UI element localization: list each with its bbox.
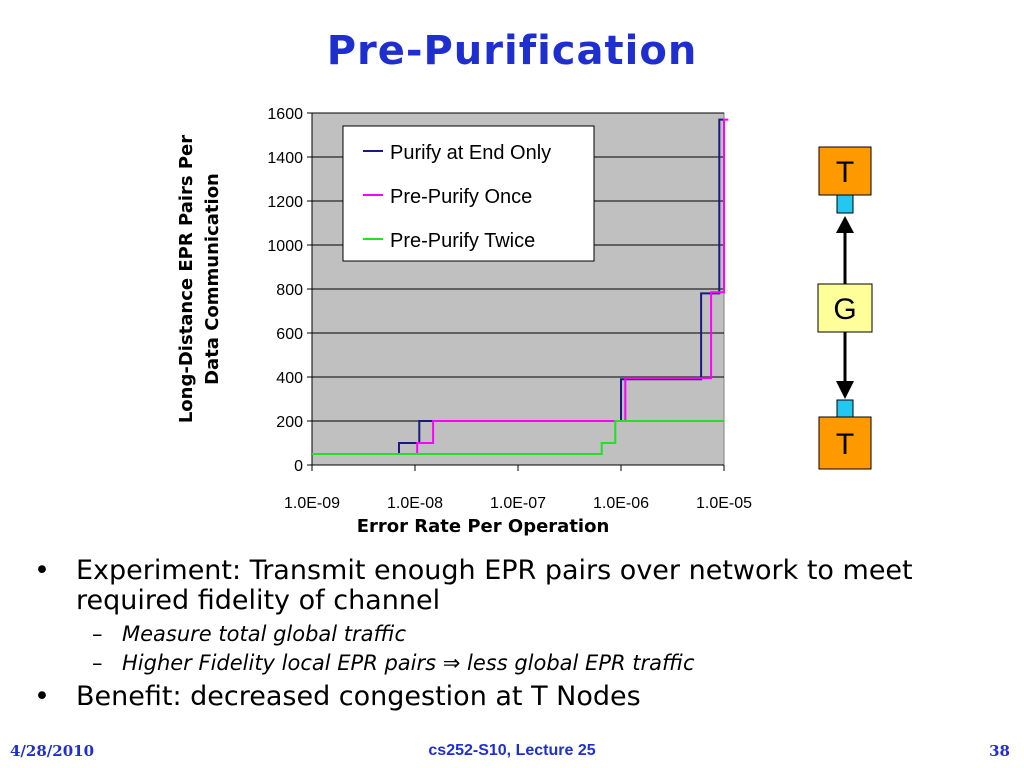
y-tick-label: 800 [276, 282, 303, 299]
x-axis-title: Error Rate Per Operation [357, 516, 610, 537]
bullet-1: • Experiment: Transmit enough EPR pairs … [30, 556, 1010, 616]
arrow-down-head [836, 381, 854, 399]
footer-date: 4/28/2010 [10, 742, 95, 760]
y-tick-label: 600 [276, 326, 303, 343]
x-tick-label: 1.0E-08 [387, 495, 443, 512]
bottom-port [836, 399, 854, 418]
bottom-t-node [818, 416, 872, 470]
y-tick-label: 1200 [267, 194, 303, 211]
topology-diagram: T G T [817, 146, 873, 470]
y-tick-label: 1600 [267, 106, 303, 123]
x-tick-label: 1.0E-06 [593, 495, 649, 512]
sub-bullet-2: – Higher Fidelity local EPR pairs ⇒ less… [30, 649, 1010, 678]
bullet-2: • Benefit: decreased congestion at T Nod… [30, 682, 1010, 712]
sub-bullet-1-text: Measure total global traffic [122, 622, 407, 646]
y-tick-label: 200 [276, 414, 303, 431]
series-line [312, 118, 729, 455]
series-line [312, 420, 724, 455]
y-axis-title: Long-Distance EPR Pairs Per [176, 135, 197, 423]
sub-bullet-1: – Measure total global traffic [30, 620, 1010, 649]
y-tick-label: 1000 [267, 238, 303, 255]
bottom-t-node-label: T [836, 428, 854, 461]
top-t-node [818, 146, 872, 196]
y-axis-title: Data Communication [202, 173, 223, 385]
x-tick-label: 1.0E-07 [490, 495, 546, 512]
x-tick-label: 1.0E-09 [284, 495, 340, 512]
legend-box [342, 125, 595, 262]
sub-bullet-dash: – [92, 622, 103, 646]
bullet-2-text: Benefit: decreased congestion at T Nodes [76, 681, 641, 712]
slide-title: Pre-Purification [326, 28, 698, 74]
series-line [312, 118, 724, 455]
bullet-1-text: Experiment: Transmit enough EPR pairs ov… [76, 555, 913, 616]
bullet-dot: • [34, 681, 50, 712]
legend-label: Pre-Purify Once [390, 186, 532, 208]
x-tick-label: 1.0E-05 [696, 495, 752, 512]
y-tick-label: 0 [294, 458, 303, 475]
g-node-label: G [833, 293, 856, 326]
top-t-node-label: T [836, 156, 854, 189]
footer-course: cs252-S10, Lecture 25 [428, 742, 596, 759]
y-tick-label: 400 [276, 370, 303, 387]
sub-bullet-2-text: Higher Fidelity local EPR pairs ⇒ less g… [122, 651, 695, 675]
footer-page-number: 38 [989, 742, 1010, 760]
arrow-up-head [836, 216, 854, 233]
legend-label: Pre-Purify Twice [390, 230, 535, 252]
legend-label: Purify at End Only [390, 142, 551, 164]
y-tick-label: 1400 [267, 150, 303, 167]
top-port [836, 194, 854, 214]
bullet-dot: • [34, 555, 50, 586]
sub-bullet-dash: – [92, 651, 103, 675]
bullet-list: • Experiment: Transmit enough EPR pairs … [30, 556, 1010, 716]
chart: 0 200 400 600 800 1000 1200 1400 1600 1.0E-09 1.0E… [176, 106, 752, 537]
